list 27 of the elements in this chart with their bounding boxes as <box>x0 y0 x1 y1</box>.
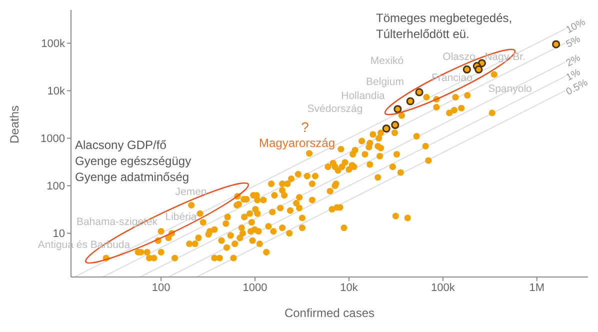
annotation: Hollandia <box>341 90 386 102</box>
x-axis-title: Confirmed cases <box>284 306 375 320</box>
y-tick-label: 1000 <box>40 133 65 146</box>
annotation: Mexikó <box>370 55 404 67</box>
y-tick-label: 100k <box>41 38 66 50</box>
annotation: ? <box>301 119 310 135</box>
x-tick-label: 100 <box>152 282 170 294</box>
x-tick-label: 1000 <box>242 282 268 294</box>
annotation: Magyarország <box>258 136 336 150</box>
y-axis-title: Deaths <box>7 105 22 144</box>
text: 2% <box>564 52 583 70</box>
y-tick-label: 10 <box>52 228 65 240</box>
text: 5% <box>564 34 583 50</box>
annotation: Libéria <box>165 211 197 223</box>
x-tick-label: 100k <box>431 282 456 294</box>
annotation: Tömeges megbetegedés, Túlterhelődött eü. <box>376 11 512 41</box>
y-tick-label: 10k <box>47 86 66 98</box>
x-tick-label: 1M <box>529 282 545 294</box>
annotation: Belgium <box>366 76 404 88</box>
annotation: Spanyolo <box>488 83 532 95</box>
annotation: Jemen <box>175 186 207 198</box>
annotation: Olaszo <box>442 51 476 63</box>
x-tick-label: 10k <box>340 282 358 294</box>
y-tick-label: 100 <box>46 180 65 193</box>
annotation: Svédország <box>307 103 363 115</box>
annotation: Alacsony GDP/fő Gyenge egészségügy Gyenge adatminőség <box>75 138 192 184</box>
text: 10% <box>564 16 588 36</box>
